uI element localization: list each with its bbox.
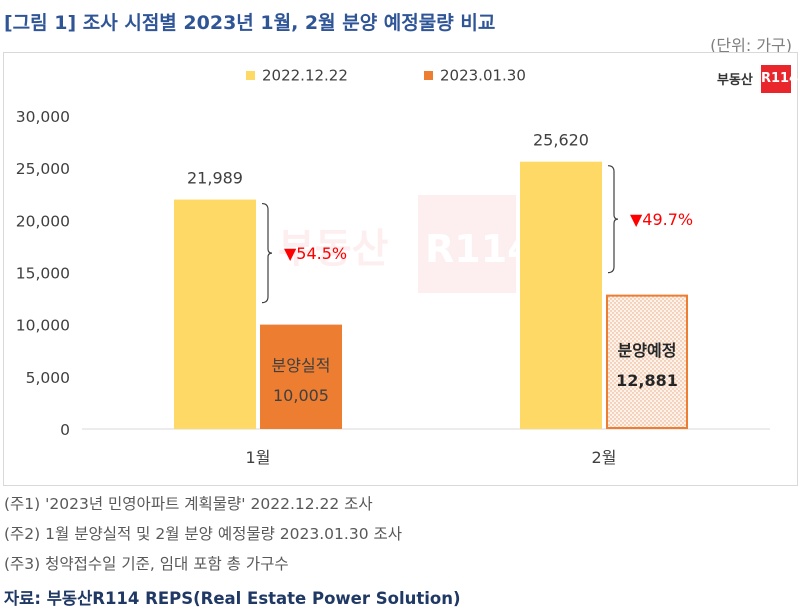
y-tick-label: 20,000 [16, 212, 70, 230]
note-1: (주1) '2023년 민영아파트 계획물량' 2022.12.22 조사 [4, 495, 373, 513]
bar-chart: 2022.12.22 2023.01.30 부동산 R114 0 5,000 10,… [16, 67, 770, 467]
y-tick-label: 30,000 [16, 108, 70, 126]
source-credit: 자료: 부동산R114 REPS(Real Estate Power Solut… [4, 589, 461, 608]
note-2: (주2) 1월 분양실적 및 2월 분양 예정물량 2023.01.30 조사 [4, 525, 403, 543]
change-label: ▼49.7% [630, 210, 693, 229]
bar-series-2 [260, 324, 342, 429]
chart-title: [그림 1] 조사 시점별 2023년 1월, 2월 분양 예정물량 비교 [4, 12, 496, 34]
legend-label-series-1: 2022.12.22 [262, 67, 348, 85]
data-label-series-1: 25,620 [533, 131, 589, 150]
data-label-series-2: 12,881 [616, 371, 678, 390]
y-tick-label: 15,000 [16, 265, 70, 283]
bar-series-1 [174, 199, 256, 429]
watermark: 부동산 R114 [278, 195, 534, 293]
change-bracket [607, 165, 619, 274]
bars: 21,989 분양실적 10,005 ▼54.5% 1월 25,620 분양예정 12,881… [174, 131, 693, 467]
unit-label: (단위: 가구) [710, 36, 792, 55]
legend: 2022.12.22 2023.01.30 [246, 67, 526, 85]
bar-series-1 [520, 161, 602, 429]
y-tick-label: 0 [60, 421, 70, 439]
logo-badge: R114 [761, 65, 798, 93]
data-label-series-2: 10,005 [273, 386, 329, 405]
legend-label-series-2: 2023.01.30 [440, 67, 526, 85]
bar-inner-label: 분양실적 [272, 356, 331, 375]
bar-inner-label: 분양예정 [618, 341, 677, 360]
svg-text:R114: R114 [425, 227, 534, 271]
x-tick-label: 2월 [592, 448, 617, 467]
y-tick-label: 10,000 [16, 317, 70, 335]
change-label: ▼54.5% [284, 244, 347, 263]
change-bracket [261, 202, 273, 304]
y-tick-label: 5,000 [26, 369, 70, 387]
x-tick-label: 1월 [246, 448, 271, 467]
note-3: (주3) 청약접수일 기준, 임대 포함 총 가구수 [4, 555, 289, 573]
data-label-series-1: 21,989 [187, 169, 243, 188]
y-axis: 0 5,000 10,000 15,000 20,000 25,000 30,000 [16, 108, 70, 439]
legend-swatch-series-2 [424, 71, 433, 80]
r114-logo: 부동산 R114 [717, 65, 798, 93]
svg-text:부동산: 부동산 [278, 226, 389, 272]
y-tick-label: 25,000 [16, 160, 70, 178]
legend-swatch-series-1 [246, 71, 255, 80]
logo-text: 부동산 [717, 73, 753, 88]
bar-series-2 [606, 294, 688, 430]
